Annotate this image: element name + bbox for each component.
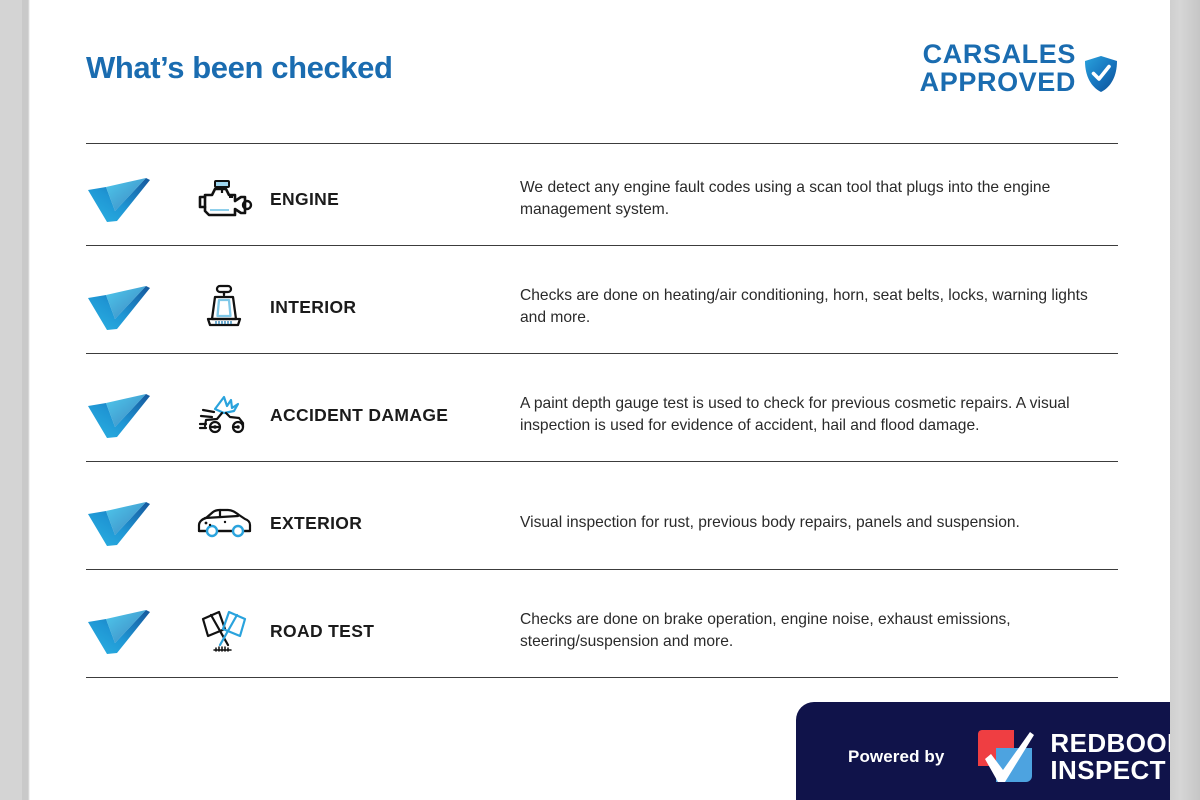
blue-check-swoosh-icon bbox=[88, 286, 150, 330]
checklist-row-engine: ENGINE We detect any engine fault codes … bbox=[86, 145, 1118, 253]
redbook-wordmark-line1: REDBOOK bbox=[1050, 728, 1170, 759]
carsales-wordmark-line2: APPROVED bbox=[919, 67, 1076, 98]
checklist-label: ACCIDENT DAMAGE bbox=[270, 404, 449, 425]
checklist-row-road-test: ROAD TEST Checks are done on brake opera… bbox=[86, 577, 1118, 685]
check-cell bbox=[86, 173, 178, 225]
carsales-wordmark-line1: CARSALES bbox=[922, 39, 1076, 69]
checklist-label: INTERIOR bbox=[270, 296, 357, 317]
blue-check-swoosh-icon bbox=[88, 394, 150, 438]
check-cell bbox=[86, 281, 178, 333]
checklist-row-interior: INTERIOR Checks are done on heating/air … bbox=[86, 253, 1118, 361]
redbook-wordmark-line2: INSPECT bbox=[1050, 755, 1166, 785]
car-crash-icon bbox=[178, 389, 270, 441]
car-side-icon bbox=[178, 497, 270, 549]
checklist-label: ENGINE bbox=[270, 188, 340, 209]
content-card: What’s been checked CARSALES APPROVED bbox=[30, 0, 1170, 800]
racing-flags-icon bbox=[178, 605, 270, 657]
carsales-approved-logo: CARSALES APPROVED bbox=[920, 40, 1118, 96]
row-separator bbox=[86, 245, 1118, 246]
row-separator bbox=[86, 677, 1118, 678]
blue-check-swoosh-icon bbox=[88, 610, 150, 654]
checklist-description: Visual inspection for rust, previous bod… bbox=[520, 513, 1020, 531]
check-cell bbox=[86, 497, 178, 549]
checklist-description: Checks are done on brake operation, engi… bbox=[520, 610, 1011, 650]
row-separator bbox=[86, 353, 1118, 354]
checklist-description: We detect any engine fault codes using a… bbox=[520, 178, 1051, 218]
car-seat-icon bbox=[178, 281, 270, 333]
check-cell bbox=[86, 605, 178, 657]
redbook-wordmark: REDBOOK INSPECT bbox=[1050, 730, 1170, 783]
engine-icon bbox=[178, 173, 270, 225]
checklist-description: Checks are done on heating/air condition… bbox=[520, 286, 1088, 326]
blue-check-swoosh-icon bbox=[88, 502, 150, 546]
row-separator bbox=[86, 461, 1118, 462]
shield-check-icon bbox=[1085, 56, 1117, 93]
row-separator bbox=[86, 569, 1118, 570]
redbook-inspect-badge: Powered by REDBOOK INSPECT bbox=[796, 702, 1170, 800]
powered-by-label: Powered by bbox=[848, 747, 945, 766]
checklist-row-exterior: EXTERIOR Visual inspection for rust, pre… bbox=[86, 469, 1118, 577]
check-cell bbox=[86, 389, 178, 441]
redbook-check-icon bbox=[978, 730, 1035, 782]
row-separator bbox=[86, 143, 1118, 144]
checklist-row-accident-damage: ACCIDENT DAMAGE A paint depth gauge test… bbox=[86, 361, 1118, 469]
page-header: What’s been checked CARSALES APPROVED bbox=[86, 36, 1118, 122]
checklist-label: EXTERIOR bbox=[270, 512, 363, 533]
page-title: What’s been checked bbox=[86, 50, 393, 85]
checklist-description: A paint depth gauge test is used to chec… bbox=[520, 394, 1070, 434]
blue-check-swoosh-icon bbox=[88, 178, 150, 222]
checklist-label: ROAD TEST bbox=[270, 620, 375, 641]
carsales-wordmark: CARSALES APPROVED bbox=[920, 40, 1076, 96]
